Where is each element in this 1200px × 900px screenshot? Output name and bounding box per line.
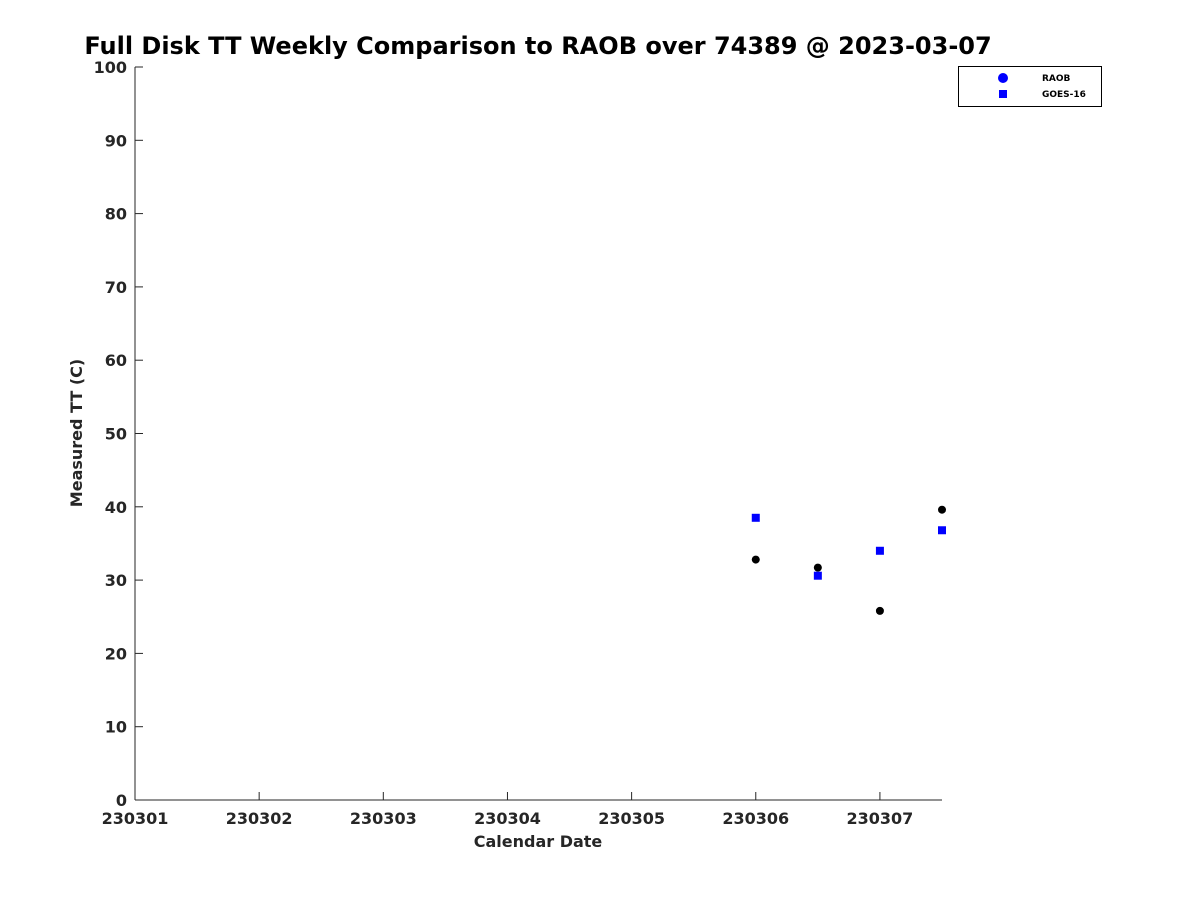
legend: RAOB GOES-16 bbox=[958, 66, 1102, 107]
y-tick-label: 0 bbox=[116, 791, 127, 810]
legend-box bbox=[958, 66, 1102, 107]
y-tick-label: 50 bbox=[105, 425, 127, 444]
y-tick-label: 90 bbox=[105, 131, 127, 150]
y-tick-label: 10 bbox=[105, 718, 127, 737]
y-tick-label: 80 bbox=[105, 205, 127, 224]
x-tick-label: 230305 bbox=[598, 809, 665, 828]
chart-title: Full Disk TT Weekly Comparison to RAOB o… bbox=[84, 32, 991, 60]
y-tick-label: 30 bbox=[105, 571, 127, 590]
legend-raob-label: RAOB bbox=[1042, 74, 1071, 84]
raob-point bbox=[938, 505, 946, 514]
raob-point bbox=[751, 555, 760, 564]
raob-point bbox=[875, 606, 884, 615]
x-axis-label: Calendar Date bbox=[474, 832, 603, 851]
data-marks bbox=[751, 505, 946, 615]
x-tick-label: 230306 bbox=[722, 809, 789, 828]
axes bbox=[134, 67, 942, 801]
raob-point bbox=[813, 563, 822, 572]
y-tick-label: 100 bbox=[94, 58, 127, 77]
legend-goes-16-marker bbox=[999, 90, 1007, 98]
legend-raob-marker bbox=[998, 73, 1008, 83]
x-axis-ticks: 230301 230302 230303 230304 230305 230306 2303… bbox=[102, 792, 914, 828]
goes-16-point bbox=[813, 571, 822, 580]
x-tick-label: 230303 bbox=[350, 809, 417, 828]
x-tick-label: 230301 bbox=[102, 809, 169, 828]
x-tick-label: 230307 bbox=[847, 809, 914, 828]
x-tick-label: 230304 bbox=[474, 809, 541, 828]
legend-goes-16-label: GOES-16 bbox=[1042, 90, 1086, 100]
goes-16-point bbox=[938, 526, 946, 535]
y-tick-label: 20 bbox=[105, 644, 127, 663]
y-tick-label: 70 bbox=[105, 278, 127, 297]
y-tick-label: 60 bbox=[105, 351, 127, 370]
y-axis-ticks: 0 10 20 30 40 50 60 70 80 90 100 bbox=[94, 58, 143, 810]
x-tick-label: 230302 bbox=[226, 809, 293, 828]
goes-16-point bbox=[875, 546, 884, 555]
y-tick-label: 40 bbox=[105, 498, 127, 517]
goes-16-point bbox=[751, 513, 760, 522]
y-axis-label: Measured TT (C) bbox=[67, 359, 86, 507]
